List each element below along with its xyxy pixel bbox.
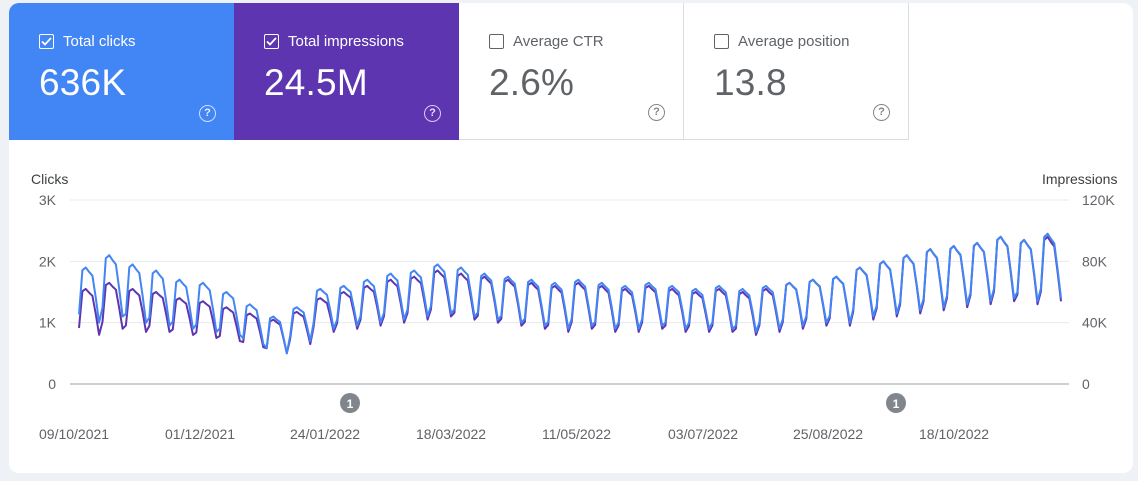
y-left-tick-label: 3K [39, 192, 57, 208]
x-tick-label: 11/05/2022 [542, 426, 611, 442]
x-tick-label: 01/12/2021 [165, 426, 235, 442]
y-right-tick-label: 40K [1082, 315, 1108, 331]
performance-chart[interactable]: 3K 120K 2K 80K 1K 40K 0 0 09/10/2021 01/12/2021 24… [9, 3, 1133, 473]
clicks-series-line [78, 232, 1062, 355]
x-tick-label: 18/03/2022 [416, 426, 486, 442]
annotation-marker [886, 393, 906, 413]
average-position-card[interactable]: Average position 13.8 ? [684, 3, 909, 140]
total-impressions-value: 24.5M [264, 62, 368, 103]
total-clicks-value: 636K [39, 62, 127, 103]
x-tick-label: 25/08/2022 [793, 426, 863, 442]
x-tick-label: 09/10/2021 [39, 426, 109, 442]
average-position-label: Average position [738, 33, 850, 50]
y-left-tick-label: 2K [39, 253, 57, 269]
checkbox-unchecked-icon[interactable] [714, 34, 729, 49]
y-right-tick-label: 0 [1082, 376, 1090, 392]
average-ctr-card[interactable]: Average CTR 2.6% ? [459, 3, 684, 140]
y-left-tick-label: 0 [48, 376, 56, 392]
annotation-label: 1 [347, 397, 354, 411]
checkbox-unchecked-icon[interactable] [489, 34, 504, 49]
performance-panel: Total clicks 636K ? Total impressions 24… [9, 3, 1133, 473]
total-impressions-label: Total impressions [288, 33, 404, 50]
total-clicks-label: Total clicks [63, 33, 136, 50]
help-circle-icon[interactable]: ? [199, 105, 216, 122]
help-circle-icon[interactable]: ? [873, 104, 890, 121]
y-right-tick-label: 80K [1082, 253, 1108, 269]
y-left-tick-label: 1K [39, 315, 57, 331]
help-circle-icon[interactable]: ? [424, 105, 441, 122]
total-impressions-card[interactable]: Total impressions 24.5M ? [234, 3, 459, 140]
help-circle-icon[interactable]: ? [648, 104, 665, 121]
left-axis-title: Clicks [31, 171, 69, 187]
y-right-tick-label: 120K [1082, 192, 1115, 208]
average-ctr-value: 2.6% [489, 62, 575, 103]
annotation-label: 1 [893, 397, 900, 411]
checkbox-checked-icon[interactable] [264, 34, 279, 49]
checkbox-checked-icon[interactable] [39, 34, 54, 49]
annotation-marker [340, 393, 360, 413]
average-ctr-label: Average CTR [513, 33, 604, 50]
right-axis-title: Impressions [1042, 171, 1118, 187]
x-tick-label: 24/01/2022 [290, 426, 360, 442]
x-tick-label: 03/07/2022 [668, 426, 738, 442]
average-position-value: 13.8 [714, 62, 787, 103]
x-tick-label: 18/10/2022 [919, 426, 989, 442]
total-clicks-card[interactable]: Total clicks 636K ? [9, 3, 234, 140]
impressions-series-line [78, 235, 1062, 355]
